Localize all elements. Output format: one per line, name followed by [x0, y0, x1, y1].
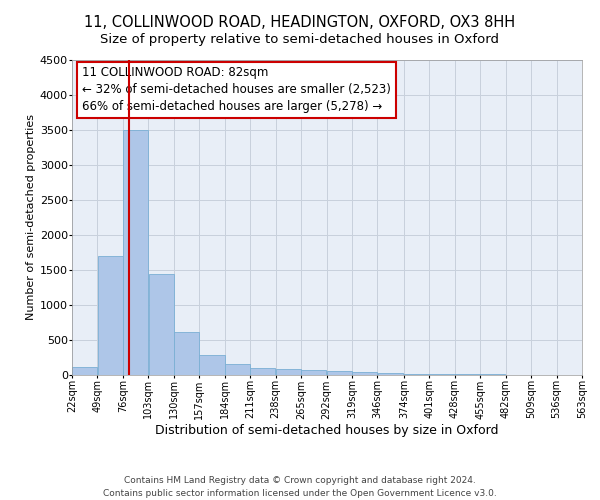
Bar: [276, 368, 301, 375]
Bar: [72, 366, 97, 375]
Bar: [149, 274, 173, 375]
Bar: [430, 374, 455, 375]
Bar: [98, 256, 123, 375]
Text: 11 COLLINWOOD ROAD: 82sqm
← 32% of semi-detached houses are smaller (2,523)
66% : 11 COLLINWOOD ROAD: 82sqm ← 32% of semi-…: [82, 66, 391, 114]
Bar: [326, 371, 352, 375]
Text: Contains HM Land Registry data © Crown copyright and database right 2024.
Contai: Contains HM Land Registry data © Crown c…: [103, 476, 497, 498]
Bar: [352, 372, 377, 375]
Bar: [250, 368, 275, 375]
Bar: [301, 370, 326, 375]
Bar: [174, 332, 199, 375]
X-axis label: Distribution of semi-detached houses by size in Oxford: Distribution of semi-detached houses by …: [155, 424, 499, 437]
Text: 11, COLLINWOOD ROAD, HEADINGTON, OXFORD, OX3 8HH: 11, COLLINWOOD ROAD, HEADINGTON, OXFORD,…: [85, 15, 515, 30]
Text: Size of property relative to semi-detached houses in Oxford: Size of property relative to semi-detach…: [101, 32, 499, 46]
Bar: [377, 373, 403, 375]
Bar: [404, 374, 429, 375]
Bar: [455, 374, 480, 375]
Y-axis label: Number of semi-detached properties: Number of semi-detached properties: [26, 114, 35, 320]
Bar: [199, 355, 224, 375]
Bar: [225, 364, 250, 375]
Bar: [481, 374, 505, 375]
Bar: [123, 130, 148, 375]
